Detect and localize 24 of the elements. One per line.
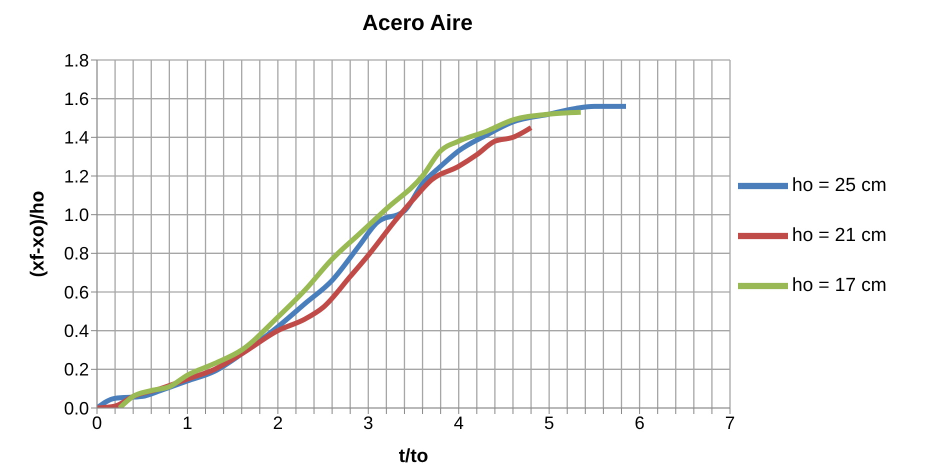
x-tick-label: 6 <box>634 412 645 433</box>
x-tick-label: 3 <box>363 412 374 433</box>
x-tick-label: 7 <box>724 412 736 433</box>
x-tick-label: 2 <box>272 412 283 433</box>
y-tick-label: 1.0 <box>64 205 89 226</box>
x-tick-label: 5 <box>544 412 554 433</box>
y-tick-label: 0.4 <box>64 321 89 342</box>
legend-label: ho = 17 cm <box>792 275 887 296</box>
x-tick-label: 4 <box>454 412 464 433</box>
y-axis-title: (xf-xo)/ho <box>28 190 49 278</box>
y-tick-label: 0.2 <box>64 360 89 380</box>
x-tick-label: 1 <box>182 412 192 433</box>
y-tick-label: 1.2 <box>64 166 89 186</box>
y-tick-label: 0.6 <box>64 282 89 302</box>
y-tick-label: 1.8 <box>64 50 89 70</box>
x-tick-label: 0 <box>92 412 102 433</box>
y-tick-label: 0.0 <box>64 398 89 418</box>
y-tick-label: 0.8 <box>64 244 89 264</box>
x-axis-title: t/to <box>398 446 428 467</box>
y-tick-label: 1.6 <box>64 89 89 110</box>
chart-title: Acero Aire <box>361 10 474 36</box>
y-tick-label: 1.4 <box>64 128 89 148</box>
legend-label: ho = 21 cm <box>792 225 887 246</box>
legend-label: ho = 25 cm <box>792 175 887 196</box>
